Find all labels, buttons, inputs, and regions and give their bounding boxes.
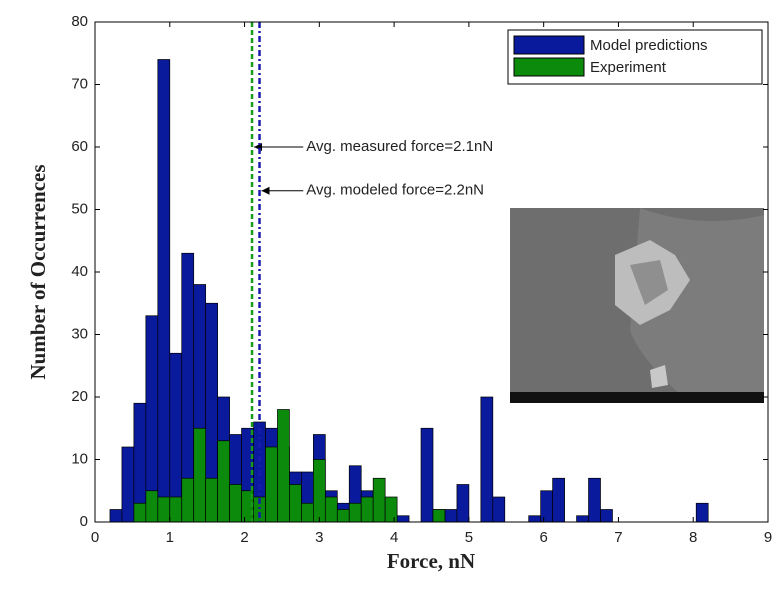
inset-shape [630, 260, 668, 305]
bar [229, 484, 242, 523]
x-tick-label: 5 [465, 529, 473, 546]
y-tick-label: 0 [80, 513, 88, 530]
x-tick-label: 9 [764, 529, 772, 546]
bar [492, 496, 506, 523]
bar [277, 409, 290, 523]
bar [324, 496, 338, 523]
y-tick-label: 30 [71, 325, 88, 342]
bar [301, 502, 314, 523]
bar [384, 496, 398, 523]
bar [528, 515, 542, 523]
bar [133, 502, 147, 523]
y-tick-label: 10 [71, 450, 88, 467]
inset-image [510, 208, 764, 403]
bar [600, 509, 613, 523]
annotation: Avg. measured force=2.1nN [306, 138, 493, 155]
y-tick-label: 60 [71, 138, 88, 155]
legend-swatch [513, 57, 585, 77]
x-tick-label: 3 [315, 529, 323, 546]
x-tick-label: 4 [390, 529, 398, 546]
bar [480, 396, 494, 523]
bar [265, 446, 278, 523]
bar [360, 496, 374, 523]
bar [121, 446, 135, 523]
bar [695, 502, 709, 523]
y-tick-label: 50 [71, 200, 88, 217]
bar [552, 477, 565, 523]
x-tick-label: 1 [166, 529, 174, 546]
x-tick-label: 0 [91, 529, 99, 546]
bar [396, 515, 410, 523]
bar [432, 509, 446, 523]
bar [588, 477, 601, 523]
x-axis-label: Force, nN [387, 549, 475, 573]
bar [444, 509, 458, 523]
bar [420, 427, 434, 523]
bar [348, 502, 362, 523]
y-tick-label: 40 [71, 263, 88, 280]
bar [576, 515, 589, 523]
legend-label: Experiment [590, 59, 667, 76]
bar [205, 477, 218, 523]
inset-shape [650, 365, 668, 388]
bar [109, 509, 123, 523]
bar [157, 59, 171, 523]
legend-label: Model predictions [590, 37, 708, 54]
arrow-head [261, 186, 270, 195]
bar [217, 440, 230, 523]
legend-swatch [513, 35, 585, 55]
bar [540, 490, 553, 523]
bar [372, 477, 386, 523]
bar [145, 490, 159, 523]
x-tick-label: 8 [689, 529, 697, 546]
bar [181, 477, 195, 523]
x-tick-label: 7 [614, 529, 622, 546]
bar [456, 484, 470, 523]
y-tick-label: 80 [71, 13, 88, 30]
bar [169, 496, 183, 523]
bar [193, 427, 207, 523]
bar [157, 496, 171, 523]
x-tick-label: 6 [539, 529, 547, 546]
bar [313, 459, 326, 523]
y-tick-label: 20 [71, 388, 88, 405]
bar [336, 509, 350, 523]
bar [289, 484, 302, 523]
x-tick-label: 2 [240, 529, 248, 546]
annotation: Avg. modeled force=2.2nN [306, 182, 484, 199]
y-axis-label: Number of Occurrences [26, 164, 50, 379]
y-tick-label: 70 [71, 75, 88, 92]
inset-scalebar [510, 392, 764, 403]
